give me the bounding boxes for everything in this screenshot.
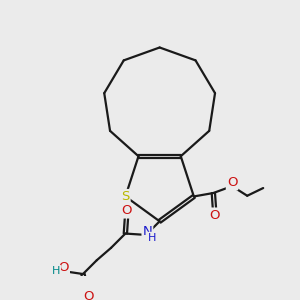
Text: S: S [121,190,130,203]
Text: O: O [83,290,94,300]
Text: H: H [52,266,60,276]
Text: N: N [142,225,152,238]
Text: O: O [227,176,237,189]
Text: H: H [148,233,156,243]
Text: O: O [209,208,220,221]
Text: O: O [122,205,132,218]
Text: O: O [58,262,69,275]
